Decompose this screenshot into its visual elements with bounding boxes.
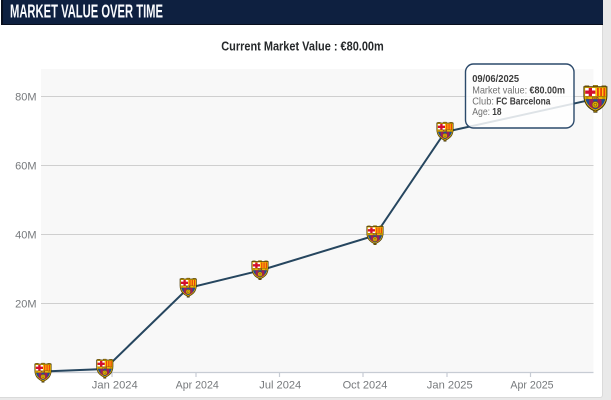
svg-text:Market value:: Market value: xyxy=(472,85,527,97)
svg-text:Apr 2025: Apr 2025 xyxy=(510,380,553,392)
svg-text:MARKET VALUE OVER TIME: MARKET VALUE OVER TIME xyxy=(10,2,163,22)
svg-text:Age:: Age: xyxy=(472,106,490,118)
svg-text:18: 18 xyxy=(492,106,501,118)
svg-text:40M: 40M xyxy=(15,230,36,242)
svg-text:€80.00m: €80.00m xyxy=(530,85,566,97)
svg-text:FC Barcelona: FC Barcelona xyxy=(496,95,551,107)
svg-text:Apr 2024: Apr 2024 xyxy=(176,380,219,392)
svg-text:Oct 2024: Oct 2024 xyxy=(343,380,388,392)
svg-text:Jan 2024: Jan 2024 xyxy=(92,380,138,392)
svg-text:Jan 2025: Jan 2025 xyxy=(427,380,473,392)
svg-text:20M: 20M xyxy=(15,299,36,311)
svg-text:Jul 2024: Jul 2024 xyxy=(259,380,301,392)
svg-text:60M: 60M xyxy=(15,161,36,173)
svg-text:Current Market Value : €80.00m: Current Market Value : €80.00m xyxy=(221,39,384,54)
svg-text:09/06/2025: 09/06/2025 xyxy=(472,73,519,85)
svg-text:Club:: Club: xyxy=(472,95,494,107)
svg-text:80M: 80M xyxy=(15,92,36,104)
